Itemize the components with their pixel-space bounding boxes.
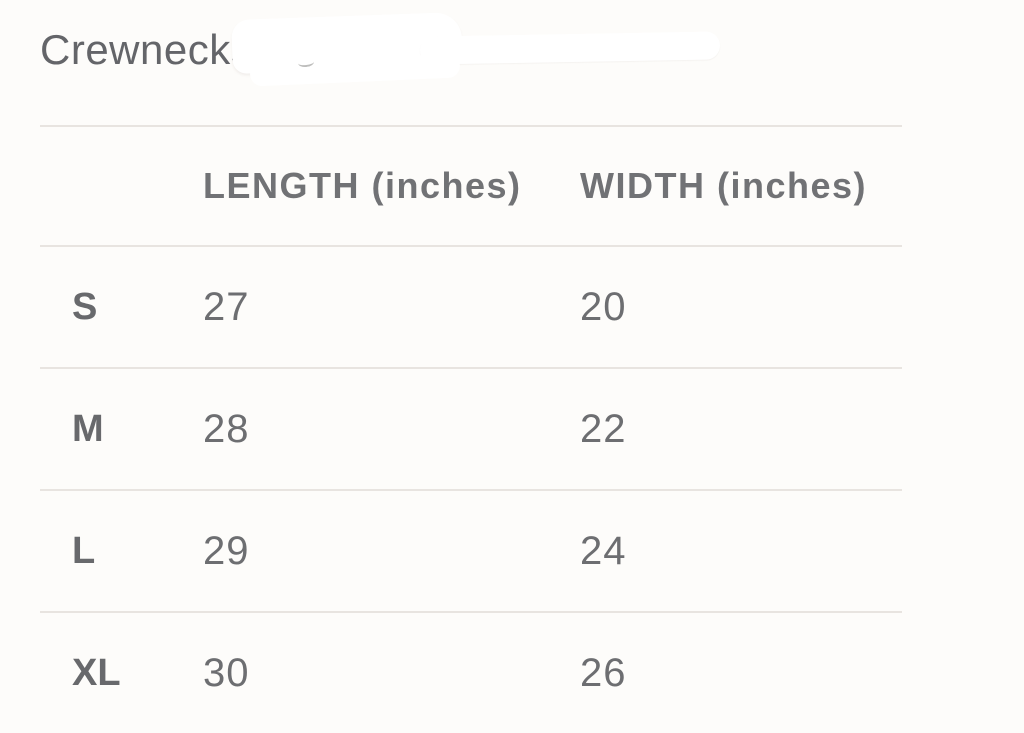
length-value: 30 xyxy=(203,650,250,695)
table-row-m: M 28 22 xyxy=(40,367,902,489)
size-label: XL xyxy=(72,651,121,694)
length-value: 29 xyxy=(203,528,250,573)
smudge-remnant-mark xyxy=(297,57,315,68)
length-value: 28 xyxy=(203,406,250,451)
table-row-xl: XL 30 26 xyxy=(40,611,902,733)
table-row-s: S 27 20 xyxy=(40,245,902,367)
size-label: M xyxy=(72,407,104,450)
size-label: L xyxy=(72,529,96,572)
erased-smudge xyxy=(231,12,463,74)
size-label: S xyxy=(72,285,98,328)
length-value: 27 xyxy=(203,284,250,329)
erased-smudge xyxy=(249,53,461,87)
width-value: 24 xyxy=(580,528,627,573)
page-title: Crewnecks xyxy=(40,26,253,73)
header-cell-width: WIDTH (inches) xyxy=(580,165,867,206)
erased-smudge xyxy=(419,31,721,65)
header-cell-length: LENGTH (inches) xyxy=(203,165,522,206)
table-header-row: LENGTH (inches) WIDTH (inches) xyxy=(40,125,902,245)
width-value: 22 xyxy=(580,406,627,451)
size-table: LENGTH (inches) WIDTH (inches) S 27 20 M… xyxy=(40,125,902,733)
table-row-l: L 29 24 xyxy=(40,489,902,611)
width-value: 20 xyxy=(580,284,627,329)
width-value: 26 xyxy=(580,650,627,695)
